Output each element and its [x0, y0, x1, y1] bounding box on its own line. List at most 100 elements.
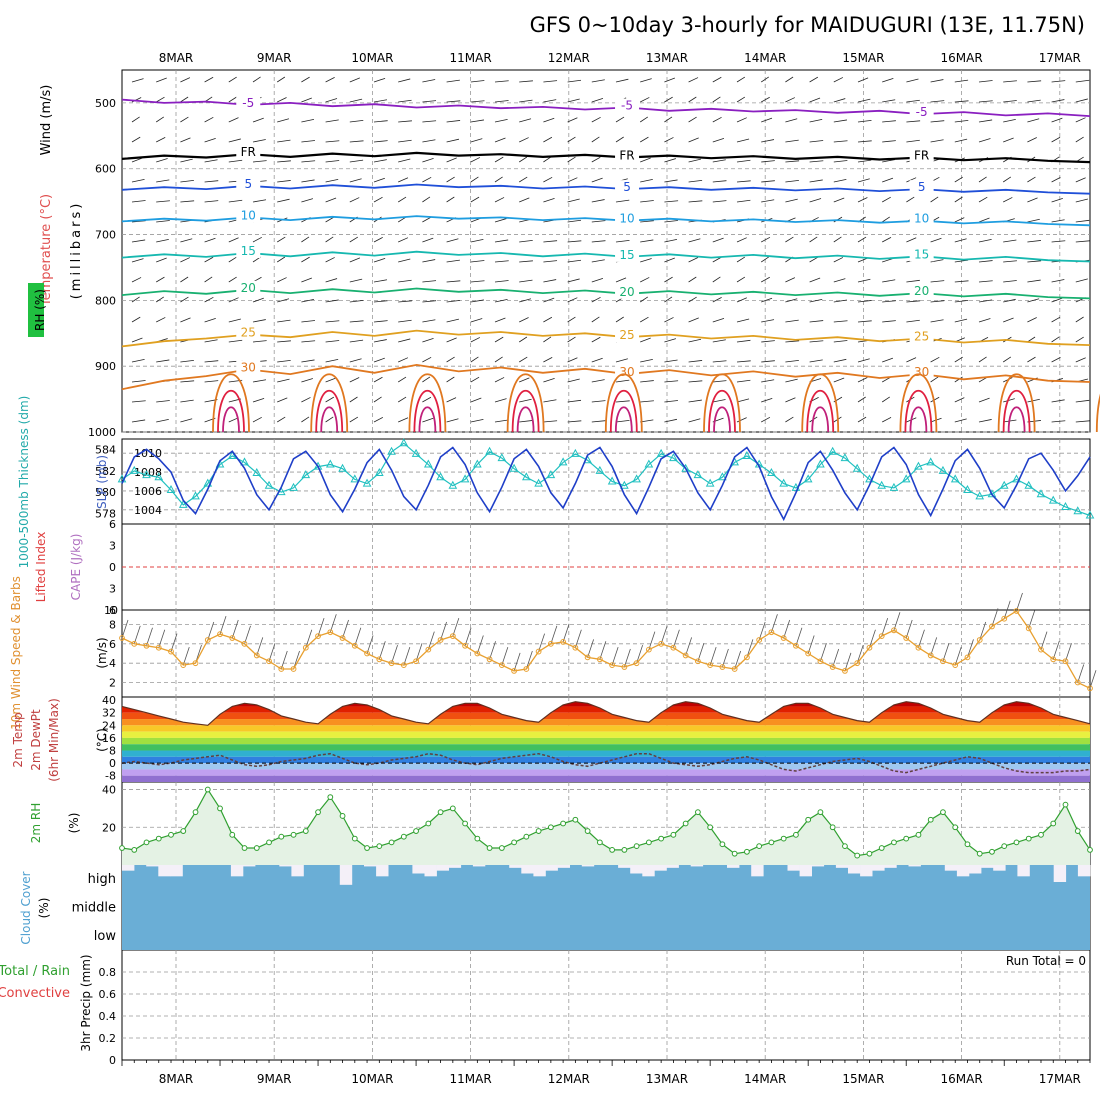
thickness-point: [1061, 501, 1070, 510]
wind-barb: [591, 220, 606, 223]
pressure-tick-label: 800: [95, 294, 116, 307]
wind-barb: [1075, 177, 1086, 183]
wind-barb: [204, 296, 214, 303]
wind-barb: [639, 296, 649, 303]
wind-barb: [591, 177, 603, 183]
wind-barb: [470, 356, 479, 363]
wind-barb: [833, 98, 846, 103]
wind-barb-10m: [489, 641, 496, 660]
wind-barb: [1051, 279, 1065, 283]
wind-barb: [204, 360, 219, 363]
wind-barb: [277, 397, 288, 403]
wind-barb: [494, 239, 509, 243]
upper-air-axis-labels: Temperature (°C) Wind (m/s): [39, 85, 54, 307]
wind-barb: [446, 356, 455, 363]
wind-barb: [494, 197, 505, 203]
wind-barb: [252, 160, 267, 163]
rh-point: [327, 794, 334, 800]
wind-barb: [736, 117, 747, 123]
wind-barb: [640, 380, 654, 383]
contour-label-bg: [236, 95, 261, 110]
wind-barb: [712, 96, 721, 103]
isotherm-label: 10: [241, 208, 256, 222]
wind-barb: [664, 359, 678, 363]
wind-barb: [785, 397, 796, 403]
wind-barb: [761, 340, 775, 343]
wind-barb-10m: [599, 641, 607, 660]
wind-barb: [809, 140, 824, 143]
wind-barb: [494, 419, 509, 423]
wind-speed-point: [780, 635, 787, 641]
rh-point: [253, 845, 260, 851]
wind-barb: [446, 337, 457, 343]
wind-barb-10m: [170, 633, 178, 652]
contour-label-bg: [909, 284, 934, 299]
surface-heat-contour: [899, 373, 938, 433]
wind-barb: [882, 120, 896, 123]
wind-barb: [228, 159, 243, 163]
day-label-top: 15MAR: [842, 51, 884, 65]
wind-barb-10m: [893, 612, 901, 631]
wind-barb: [712, 237, 724, 243]
contour-label-bg: [236, 325, 261, 340]
wind-barb-10m: [636, 645, 644, 664]
wind-barb: [470, 100, 485, 103]
rh-point: [180, 828, 187, 834]
wind-barb: [761, 297, 773, 303]
wind-speed-point: [229, 635, 236, 641]
wind-barb: [519, 317, 529, 323]
temp-band: [122, 701, 1090, 707]
isotherm-label: -5: [621, 99, 633, 113]
wind-barb: [422, 100, 437, 103]
rh-point: [1001, 843, 1008, 850]
li-tick-label: 3: [109, 583, 116, 596]
rh-point: [302, 828, 309, 834]
rh-point: [780, 835, 787, 842]
wind-barb: [301, 277, 312, 283]
wind-barb: [688, 238, 701, 243]
wind-barb: [349, 159, 364, 163]
wind-barb: [809, 340, 824, 343]
isotherm-label: 5: [623, 180, 631, 194]
wind-barb: [857, 98, 871, 103]
wind-barb: [567, 198, 580, 203]
wind-barb-10m: [464, 627, 472, 646]
wind-speed-point: [744, 654, 750, 661]
wind-barb: [156, 400, 170, 403]
thickness-point: [460, 474, 470, 483]
minmax-axis-label: (6hr Min/Max): [47, 698, 61, 782]
wind-barb: [736, 96, 746, 103]
wind-barb: [688, 338, 702, 343]
wind-barb: [978, 176, 987, 183]
temp-tick-label: 24: [102, 719, 116, 732]
wind-barb: [615, 277, 627, 283]
cloud-high-gap: [811, 865, 825, 867]
wind-speed-point: [278, 666, 285, 672]
wind-barb: [422, 300, 437, 303]
wind-barb: [1075, 316, 1084, 323]
wind-barb: [640, 97, 650, 103]
wind-barb: [277, 198, 290, 203]
contour-label-bg: [615, 328, 640, 343]
wind-barb: [228, 339, 243, 343]
cloud-high-gap: [751, 865, 764, 877]
pressure-label-group: (millibars): [69, 201, 84, 300]
wind-barb: [276, 256, 286, 263]
wind-barb: [470, 157, 481, 163]
rh-point: [400, 833, 407, 840]
wind-speed-point: [511, 668, 518, 674]
wind-barb: [954, 196, 963, 203]
wind-barb: [252, 117, 264, 123]
wind-barb: [906, 319, 920, 323]
pressure-tick-label: 700: [95, 229, 116, 242]
rh-point: [989, 848, 995, 855]
day-label-bottom: 8MAR: [159, 1072, 194, 1086]
thickness-label-group: 1000-500mb Thickness (dm): [17, 396, 31, 569]
wind-barb-10m: [538, 633, 545, 652]
wind-barb: [736, 297, 747, 303]
wind-barb: [712, 116, 722, 123]
contour-label-bg: [909, 180, 934, 195]
temp-band: [122, 750, 1090, 757]
thickness-point: [325, 459, 335, 468]
wind-speed-point: [192, 660, 199, 667]
